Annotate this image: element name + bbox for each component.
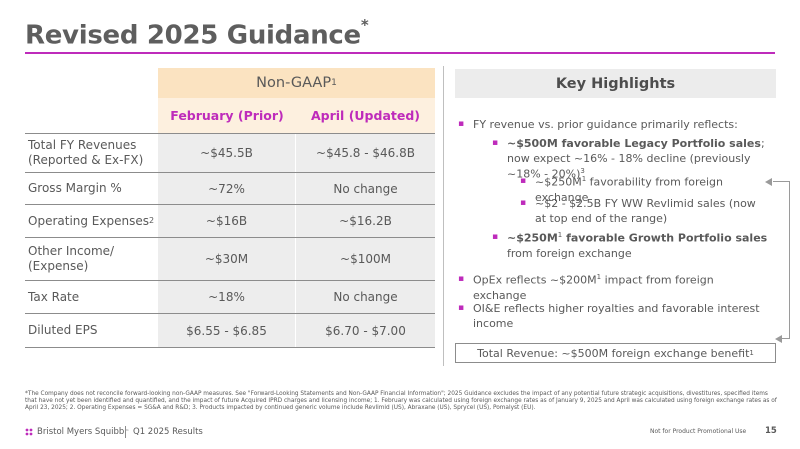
table-row: Tax Rate ~18% No change <box>25 280 435 313</box>
arrow-left-icon <box>775 335 782 343</box>
table-row: Diluted EPS $6.55 - $6.85 $6.70 - $7.00 <box>25 313 435 348</box>
row-label: Tax Rate <box>28 289 80 304</box>
updated-value: No change <box>296 281 435 313</box>
row-label: Total FY Revenues (Reported & Ex-FX) <box>28 138 144 167</box>
bullet-icon: ▪ <box>492 138 499 148</box>
arrow-left-icon <box>765 178 772 186</box>
footer-separator <box>125 426 126 438</box>
prior-value: ~18% <box>158 281 296 313</box>
row-label: Gross Margin % <box>28 181 122 195</box>
bullet-icon: ▪ <box>458 274 465 284</box>
highlight-item: ▪ FY revenue vs. prior guidance primaril… <box>458 118 738 131</box>
row-label: Other Income/ (Expense) <box>28 244 115 273</box>
prior-value: $6.55 - $6.85 <box>158 314 296 347</box>
promotional-note: Not for Product Promotional Use <box>650 428 747 435</box>
company-logo: Bristol Myers Squibb ™ <box>24 427 129 437</box>
key-highlights-heading: Key Highlights <box>455 69 776 98</box>
table-row: Total FY Revenues (Reported & Ex-FX) ~$4… <box>25 133 435 172</box>
prior-value: ~$16B <box>158 205 296 237</box>
vertical-divider <box>443 66 444 366</box>
title-asterisk: * <box>360 16 369 34</box>
table-header-non-gaap: Non-GAAP 1 <box>158 68 435 98</box>
title-underline <box>25 52 775 54</box>
footnote: *The Company does not reconcile forward-… <box>25 391 777 412</box>
updated-value: No change <box>296 173 435 204</box>
deck-title: Q1 2025 Results <box>133 427 203 437</box>
bullet-icon: ▪ <box>520 176 527 186</box>
column-header-updated: April (Updated) <box>296 98 435 133</box>
updated-value: ~$16.2B <box>296 205 435 237</box>
prior-value: ~$30M <box>158 238 296 280</box>
page-title: Revised 2025 Guidance* <box>25 16 369 51</box>
prior-value: ~$45.5B <box>158 134 296 172</box>
highlight-item: ▪ OI&E reflects higher royalties and fav… <box>458 302 760 330</box>
row-label: Operating Expenses 2 <box>28 213 155 228</box>
highlight-subsubitem: ▪ ~$2 - $2.5B FY WW Revlimid sales (now … <box>520 197 756 225</box>
page-number: 15 <box>765 426 777 436</box>
table-row: Gross Margin % ~72% No change <box>25 172 435 204</box>
column-header-prior: February (Prior) <box>158 98 296 133</box>
updated-value: $6.70 - $7.00 <box>296 314 435 347</box>
prior-value: ~72% <box>158 173 296 204</box>
highlight-subitem: ▪ ~$500M favorable Legacy Portfolio sale… <box>492 137 765 181</box>
total-revenue-box: Total Revenue: ~$500M foreign exchange b… <box>455 343 776 363</box>
bracket-connector-vertical <box>789 181 790 338</box>
bracket-connector-top <box>773 181 789 182</box>
updated-value: ~$100M <box>296 238 435 280</box>
table-row: Other Income/ (Expense) ~$30M ~$100M <box>25 237 435 280</box>
bullet-icon: ▪ <box>458 119 465 129</box>
table-row: Operating Expenses 2 ~$16B ~$16.2B <box>25 204 435 237</box>
bms-logo-icon <box>24 427 34 437</box>
highlight-item: ▪ OpEx reflects ~$200M1 impact from fore… <box>458 273 714 302</box>
bracket-connector-bottom <box>780 338 790 339</box>
highlight-subitem: ▪ ~$250M1 favorable Growth Portfolio sal… <box>492 231 768 260</box>
bullet-icon: ▪ <box>492 232 499 242</box>
bullet-icon: ▪ <box>458 303 465 313</box>
highlight-subsubitem: ▪ ~$250M1 favorability from foreign exch… <box>520 175 724 204</box>
row-label: Diluted EPS <box>28 323 98 337</box>
updated-value: ~$45.8 - $46.8B <box>296 134 435 172</box>
bullet-icon: ▪ <box>520 198 527 208</box>
